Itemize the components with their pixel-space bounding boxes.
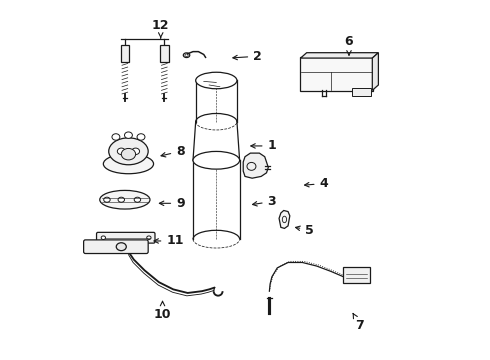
Text: 2: 2 (233, 50, 262, 63)
Ellipse shape (118, 197, 124, 202)
Ellipse shape (117, 148, 125, 154)
Ellipse shape (101, 236, 105, 239)
FancyBboxPatch shape (84, 240, 148, 253)
Ellipse shape (132, 148, 140, 154)
Ellipse shape (134, 197, 141, 202)
Ellipse shape (103, 154, 153, 174)
Ellipse shape (112, 134, 120, 140)
Text: 8: 8 (161, 145, 185, 158)
Polygon shape (243, 153, 269, 178)
Text: 4: 4 (305, 177, 328, 190)
FancyBboxPatch shape (121, 45, 129, 62)
FancyBboxPatch shape (97, 232, 155, 243)
Ellipse shape (116, 243, 126, 251)
Text: 12: 12 (152, 19, 170, 38)
Text: 1: 1 (251, 139, 276, 152)
FancyBboxPatch shape (299, 57, 373, 91)
Ellipse shape (122, 148, 136, 160)
Ellipse shape (193, 152, 240, 169)
Text: 5: 5 (295, 224, 314, 237)
Text: 7: 7 (353, 313, 364, 332)
Ellipse shape (124, 132, 132, 138)
Text: 6: 6 (344, 35, 353, 55)
Ellipse shape (147, 236, 151, 239)
Text: 10: 10 (154, 301, 172, 321)
Ellipse shape (109, 138, 148, 165)
Ellipse shape (137, 134, 145, 140)
Text: 3: 3 (252, 195, 276, 208)
FancyBboxPatch shape (160, 45, 169, 62)
FancyBboxPatch shape (352, 88, 371, 96)
Ellipse shape (196, 72, 237, 89)
Polygon shape (300, 53, 378, 58)
Ellipse shape (100, 190, 150, 209)
Ellipse shape (104, 197, 110, 202)
Polygon shape (372, 53, 378, 90)
FancyBboxPatch shape (343, 267, 370, 283)
Polygon shape (279, 211, 290, 228)
Text: 11: 11 (154, 234, 184, 247)
Text: 9: 9 (159, 197, 185, 210)
